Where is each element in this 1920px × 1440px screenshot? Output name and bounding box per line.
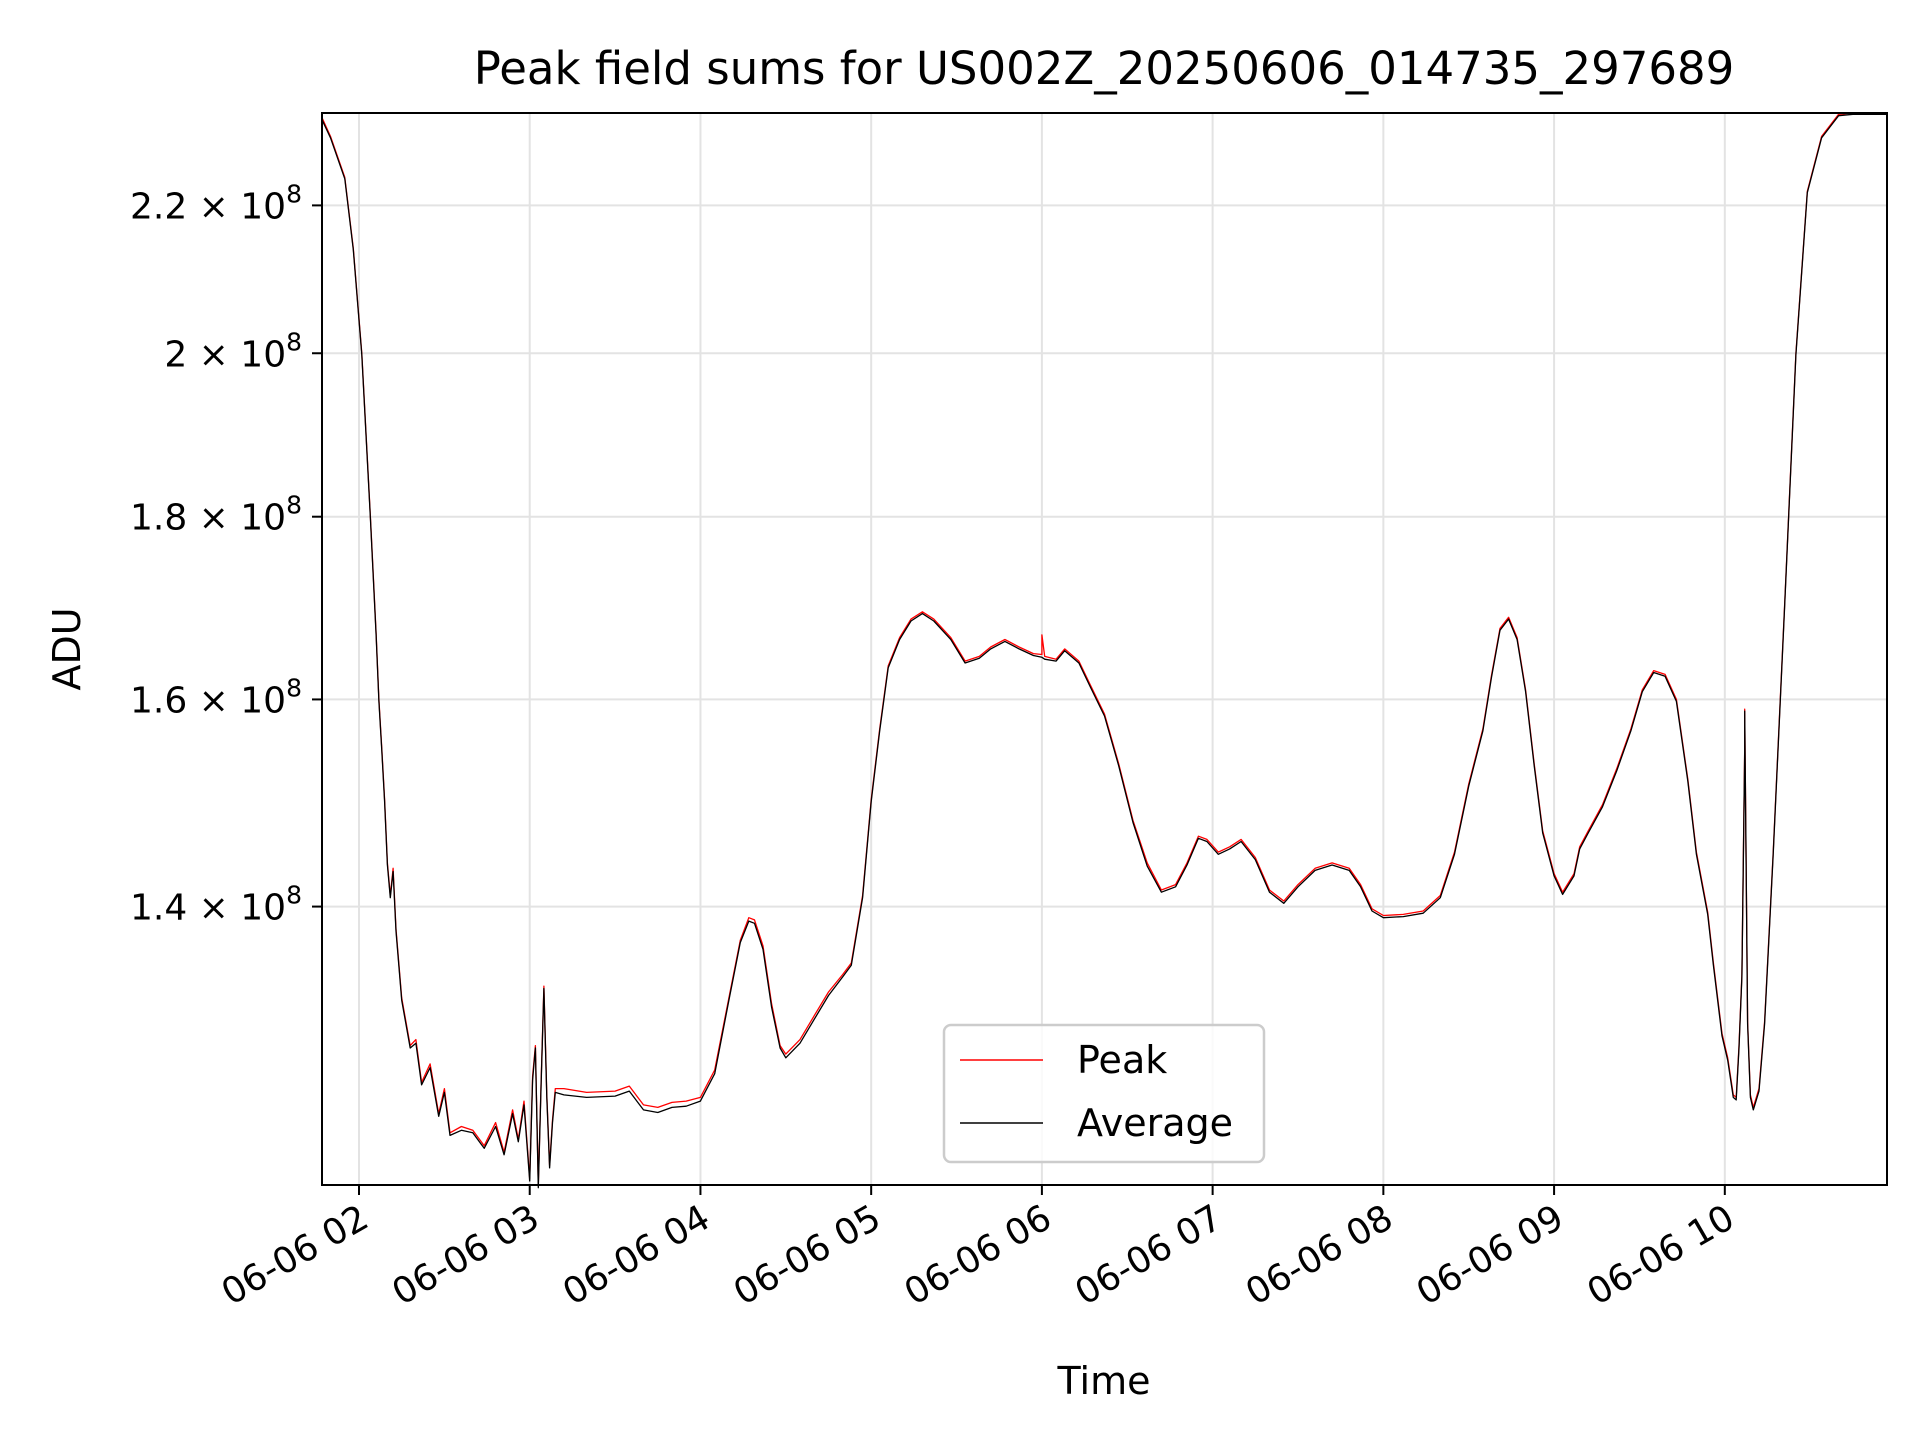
plot-area	[321, 112, 1887, 1189]
x-axis-label: Time	[1057, 1359, 1151, 1403]
axes-frame	[321, 112, 1888, 1186]
y-axis-label: ADU	[45, 607, 89, 690]
y-tick-label: 2.2 × 108	[130, 179, 302, 227]
chart-title: Peak field sums for US002Z_20250606_0147…	[474, 42, 1735, 95]
y-tick-label: 1.8 × 108	[130, 491, 302, 539]
series-line-average	[321, 113, 1887, 1189]
y-tick-label: 1.4 × 108	[130, 881, 302, 929]
legend-label-peak: Peak	[1077, 1038, 1167, 1082]
legend-label-average: Average	[1077, 1101, 1233, 1145]
y-axis: 1.4 × 108 1.6 × 108 1.8 × 108 2 × 108 2.2 × …	[130, 179, 322, 929]
legend: Peak Average	[942, 1023, 1266, 1164]
y-tick-label: 1.6 × 108	[130, 673, 302, 721]
y-tick-label: 2 × 108	[164, 327, 302, 375]
